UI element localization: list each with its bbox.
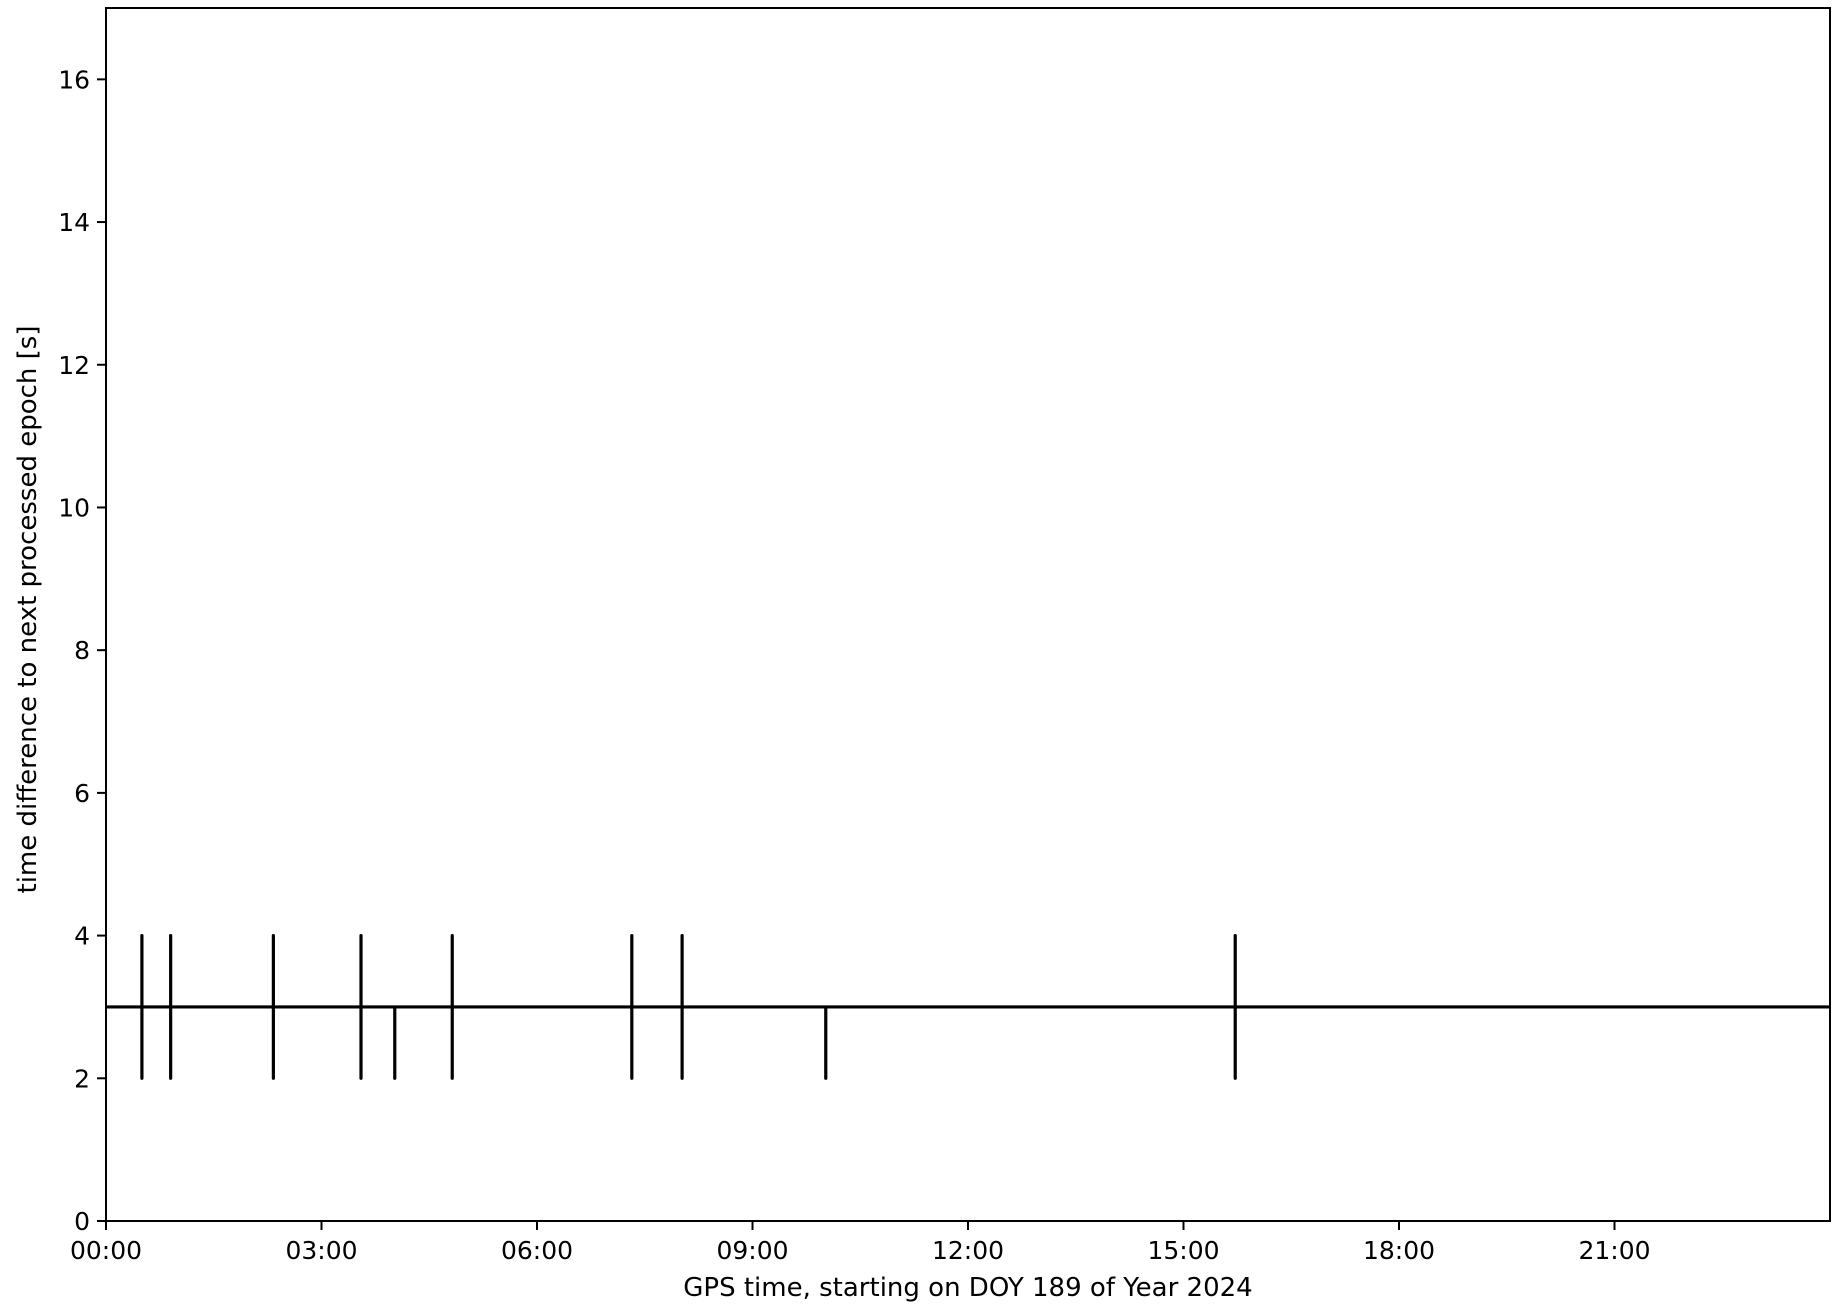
x-tick-label: 15:00	[1147, 1236, 1219, 1265]
y-tick-label: 12	[58, 351, 90, 380]
y-tick-label: 14	[58, 208, 90, 237]
x-tick-label: 18:00	[1363, 1236, 1435, 1265]
x-tick-label: 12:00	[932, 1236, 1004, 1265]
x-tick-label: 09:00	[716, 1236, 788, 1265]
y-tick-label: 2	[74, 1064, 90, 1093]
x-tick-label: 03:00	[285, 1236, 357, 1265]
y-tick-label: 6	[74, 779, 90, 808]
x-tick-label: 00:00	[70, 1236, 142, 1265]
plot-frame	[105, 7, 1831, 1222]
axes: 00:00 03:00 06:00 09:00 12:00 15:00 18:00 21:00…	[58, 7, 1831, 1265]
y-tick-label: 10	[58, 493, 90, 522]
plot-data	[106, 933, 1830, 1080]
y-tick-label: 8	[74, 636, 90, 665]
x-tick-label: 06:00	[501, 1236, 573, 1265]
y-tick-label: 4	[74, 922, 90, 951]
y-tick-label: 0	[74, 1207, 90, 1236]
x-tick-label: 21:00	[1578, 1236, 1650, 1265]
x-axis-label: GPS time, starting on DOY 189 of Year 20…	[683, 1273, 1252, 1303]
y-tick-label: 16	[58, 65, 90, 94]
y-axis-label: time difference to next processed epoch …	[13, 326, 43, 894]
